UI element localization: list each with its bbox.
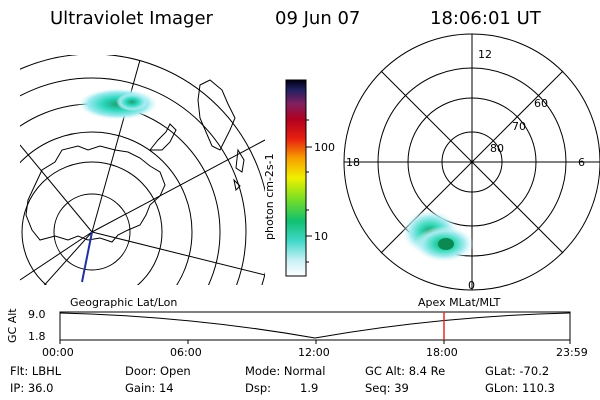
mode-value: Mode: Normal bbox=[245, 364, 326, 378]
mlt-label-6: 6 bbox=[578, 156, 585, 169]
dsp-value: 1.9 bbox=[300, 381, 319, 395]
colorbar bbox=[285, 79, 312, 277]
glat-value: GLat: -70.2 bbox=[485, 364, 550, 378]
timeline-xtick-0000: 00:00 bbox=[42, 346, 74, 359]
date-label: 09 Jun 07 bbox=[275, 8, 361, 29]
timeline-xtick-2359: 23:59 bbox=[556, 346, 588, 359]
spacecraft-track bbox=[81, 231, 93, 283]
dsp-label: Dsp: bbox=[245, 381, 272, 395]
mlt-label-0: 0 bbox=[468, 279, 475, 292]
polar-mlt-plot bbox=[343, 33, 600, 291]
timeline-xtick-1800: 18:00 bbox=[426, 346, 458, 359]
mlat-label-70: 70 bbox=[512, 120, 526, 133]
aurora-emission-geo bbox=[78, 88, 158, 120]
seq-value: Seq: 39 bbox=[365, 381, 409, 395]
colorbar-tick-100: 100 bbox=[314, 141, 335, 154]
altitude-timeline bbox=[59, 311, 571, 344]
timeline-title-left: Geographic Lat/Lon bbox=[70, 296, 178, 309]
timeline-xtick-1200: 12:00 bbox=[298, 346, 330, 359]
mlat-label-60: 60 bbox=[534, 97, 548, 110]
gain-value: Gain: 14 bbox=[125, 381, 174, 395]
timeline-title-right: Apex MLat/MLT bbox=[418, 296, 501, 309]
glon-value: GLon: 110.3 bbox=[485, 381, 555, 395]
time-label: 18:06:01 UT bbox=[430, 8, 541, 29]
timeline-ytick-bottom: 1.8 bbox=[28, 330, 46, 343]
timeline-ytick-top: 9.0 bbox=[28, 308, 46, 321]
gc-alt-value: GC Alt: 8.4 Re bbox=[365, 364, 446, 378]
timeline-xtick-0600: 06:00 bbox=[170, 346, 202, 359]
colorbar-unit-label: photon cm-2s-1 bbox=[263, 153, 276, 240]
mlt-label-12: 12 bbox=[478, 48, 492, 61]
aurora-emission-mlt bbox=[402, 210, 474, 262]
mlat-label-80: 80 bbox=[490, 142, 504, 155]
colorbar-tick-10: 10 bbox=[314, 230, 328, 243]
app-title: Ultraviolet Imager bbox=[50, 8, 213, 29]
filter-value: Flt: LBHL bbox=[10, 364, 62, 378]
ip-value: IP: 36.0 bbox=[10, 381, 54, 395]
timeline-ylabel: GC Alt bbox=[6, 308, 19, 343]
door-status: Door: Open bbox=[125, 364, 191, 378]
mlt-label-18: 18 bbox=[346, 156, 360, 169]
